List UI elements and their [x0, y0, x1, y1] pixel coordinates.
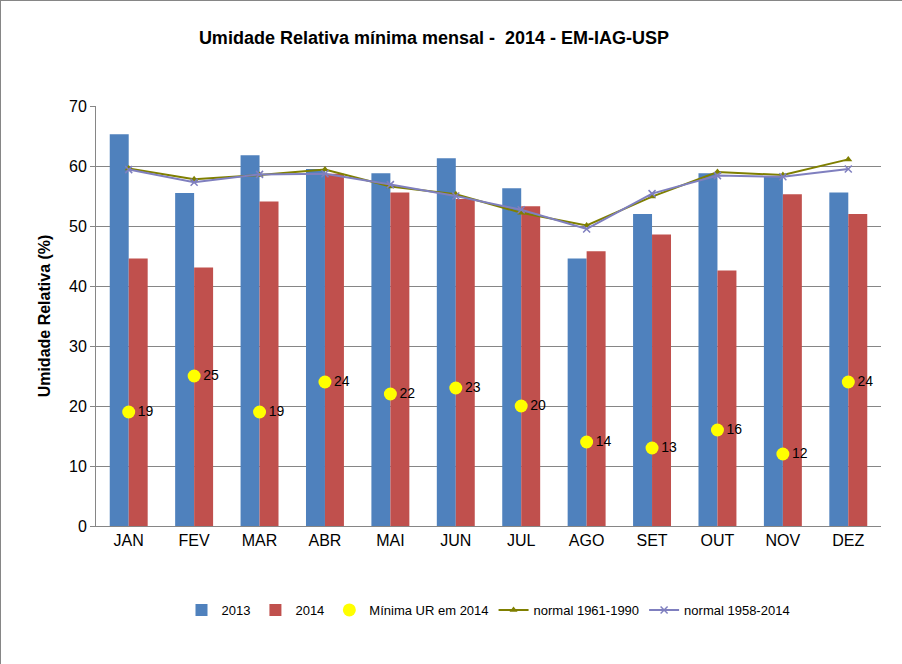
svg-text:13: 13 — [661, 439, 677, 455]
svg-text:12: 12 — [792, 445, 808, 461]
svg-text:2013: 2013 — [222, 603, 251, 618]
svg-text:19: 19 — [269, 403, 285, 419]
svg-text:19: 19 — [138, 403, 154, 419]
svg-text:10: 10 — [69, 458, 87, 475]
svg-text:22: 22 — [400, 385, 416, 401]
svg-text:AGO: AGO — [569, 532, 605, 549]
svg-text:JUL: JUL — [507, 532, 536, 549]
svg-text:DEZ: DEZ — [832, 532, 864, 549]
svg-text:MAR: MAR — [242, 532, 278, 549]
svg-text:2014: 2014 — [295, 603, 324, 618]
svg-text:25: 25 — [203, 367, 219, 383]
svg-text:20: 20 — [530, 397, 546, 413]
svg-text:SET: SET — [636, 532, 667, 549]
svg-text:0: 0 — [78, 518, 87, 535]
svg-text:OUT: OUT — [701, 532, 735, 549]
svg-text:Umidade Relativa mínima mensal: Umidade Relativa mínima mensal - 2014 - … — [199, 28, 669, 48]
svg-text:Mínima UR em 2014: Mínima UR em 2014 — [369, 603, 488, 618]
svg-text:normal 1961-1990: normal 1961-1990 — [534, 603, 640, 618]
svg-text:normal 1958-2014: normal 1958-2014 — [684, 603, 790, 618]
svg-text:JAN: JAN — [114, 532, 144, 549]
svg-text:NOV: NOV — [766, 532, 801, 549]
svg-text:14: 14 — [596, 433, 612, 449]
svg-text:ABR: ABR — [309, 532, 342, 549]
svg-text:20: 20 — [69, 398, 87, 415]
svg-text:MAI: MAI — [376, 532, 404, 549]
svg-text:JUN: JUN — [440, 532, 471, 549]
svg-text:70: 70 — [69, 98, 87, 115]
svg-text:Umidade Relativa (%): Umidade Relativa (%) — [36, 235, 53, 398]
svg-text:40: 40 — [69, 278, 87, 295]
svg-text:30: 30 — [69, 338, 87, 355]
svg-text:23: 23 — [465, 379, 481, 395]
svg-text:16: 16 — [727, 421, 743, 437]
svg-text:50: 50 — [69, 218, 87, 235]
svg-text:24: 24 — [857, 373, 873, 389]
svg-text:60: 60 — [69, 158, 87, 175]
svg-text:24: 24 — [334, 373, 350, 389]
svg-text:FEV: FEV — [179, 532, 210, 549]
